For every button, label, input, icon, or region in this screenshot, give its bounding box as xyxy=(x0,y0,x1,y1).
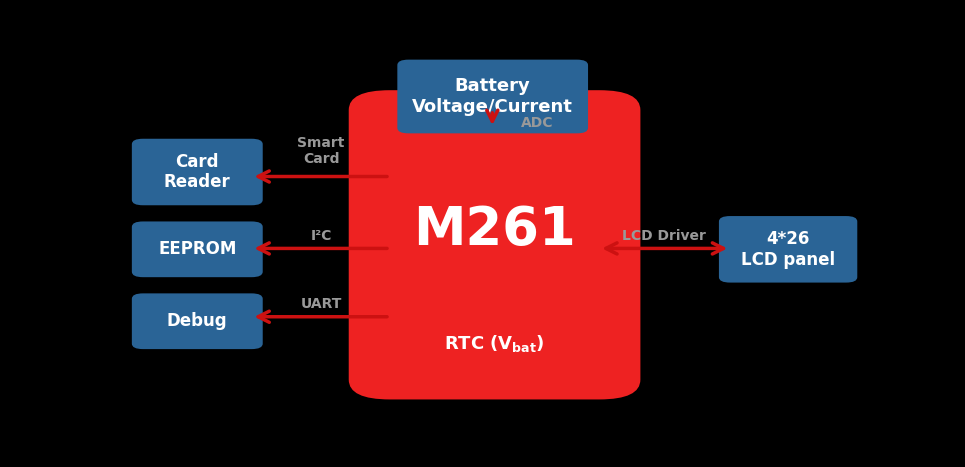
FancyBboxPatch shape xyxy=(719,216,857,283)
Text: Card
Reader: Card Reader xyxy=(164,153,231,191)
FancyBboxPatch shape xyxy=(132,139,262,205)
FancyBboxPatch shape xyxy=(348,90,641,399)
FancyBboxPatch shape xyxy=(132,293,262,349)
FancyBboxPatch shape xyxy=(132,221,262,277)
Text: Debug: Debug xyxy=(167,312,228,330)
FancyBboxPatch shape xyxy=(398,60,588,134)
Text: Smart
Card: Smart Card xyxy=(297,135,345,166)
Text: 4*26
LCD panel: 4*26 LCD panel xyxy=(741,230,835,269)
Text: M261: M261 xyxy=(413,205,576,256)
Text: LCD Driver: LCD Driver xyxy=(622,229,706,243)
Text: Battery
Voltage/Current: Battery Voltage/Current xyxy=(412,77,573,116)
Text: RTC (V$_\mathregular{bat}$): RTC (V$_\mathregular{bat}$) xyxy=(444,333,545,354)
Text: I²C: I²C xyxy=(311,229,332,243)
Text: EEPROM: EEPROM xyxy=(158,241,236,258)
Text: ADC: ADC xyxy=(521,115,553,129)
Text: UART: UART xyxy=(300,297,342,311)
